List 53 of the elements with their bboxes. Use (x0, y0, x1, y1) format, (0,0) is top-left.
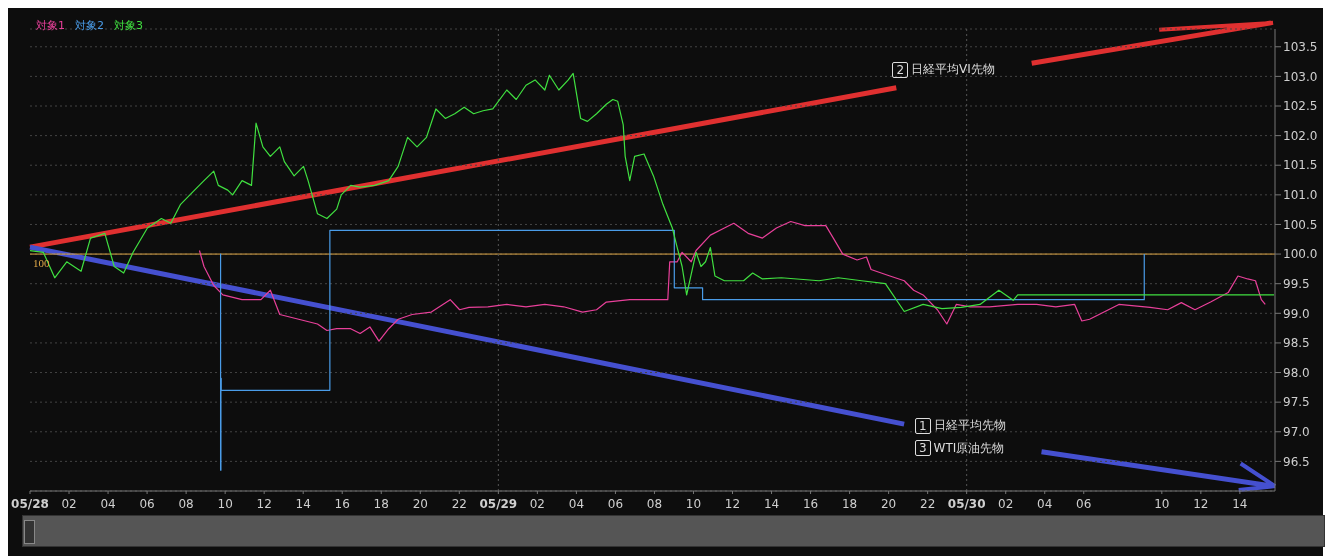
x-tick-label: 22 (920, 497, 936, 511)
x-tick-label: 04 (568, 497, 585, 511)
x-tick-label: 02 (529, 497, 546, 511)
x-tick-label: 16 (334, 497, 350, 511)
x-tick-label: 08 (178, 497, 194, 511)
y-tick-label: 103.0 (1283, 69, 1318, 84)
x-tick-label: 12 (256, 497, 272, 511)
x-tick-label: 20 (412, 497, 428, 511)
x-tick-label: 20 (880, 497, 897, 511)
x-tick-label: 10 (1154, 497, 1170, 511)
x-tick-label: 05/29 (479, 497, 518, 511)
y-tick-label: 97.5 (1283, 395, 1310, 410)
y-tick-label: 102.0 (1283, 128, 1318, 143)
x-tick-label: 02 (998, 497, 1014, 511)
y-tick-label: 98.0 (1283, 365, 1310, 380)
x-tick-label: 12 (1193, 497, 1209, 511)
x-tick-label: 06 (607, 497, 624, 511)
ref-line-label: 100 (33, 256, 50, 269)
annotation: 3 WTI原油先物 (917, 439, 1005, 457)
x-tick-label: 10 (217, 497, 233, 511)
x-tick-label: 08 (646, 497, 663, 511)
x-tick-label: 16 (802, 497, 819, 511)
x-tick-label: 14 (763, 497, 780, 511)
y-tick-label: 98.5 (1283, 336, 1310, 351)
y-tick-label: 99.5 (1283, 276, 1310, 291)
x-tick-label: 12 (724, 497, 741, 511)
x-tick-label: 10 (685, 497, 702, 511)
x-tick-label: 18 (373, 497, 389, 511)
x-tick-label: 14 (295, 497, 311, 511)
x-tick-label: 22 (451, 497, 467, 511)
x-tick-label: 18 (841, 497, 858, 511)
annotation: 1 日経平均先物 (917, 417, 1006, 435)
text: 対象3 (114, 18, 143, 33)
x-tick-label: 04 (100, 497, 116, 511)
x-tick-label: 14 (1232, 497, 1248, 511)
y-tick-label: 96.5 (1283, 454, 1310, 469)
text: 対象2 (75, 18, 104, 33)
y-tick-label: 103.5 (1283, 40, 1318, 55)
x-tick-label: 05/28 (11, 497, 49, 511)
y-tick-label: 100.0 (1283, 247, 1318, 262)
y-tick-label: 102.5 (1283, 99, 1318, 114)
y-tick-label: 101.5 (1283, 158, 1318, 173)
x-tick-label: 02 (61, 497, 77, 511)
annotation: 2 日経平均VI先物 (895, 61, 995, 79)
y-tick-label: 99.0 (1283, 306, 1310, 321)
x-tick-label: 04 (1037, 497, 1053, 511)
y-tick-label: 100.5 (1283, 217, 1318, 232)
x-tick-label: 05/30 (947, 497, 986, 511)
text: 対象1 (36, 18, 65, 33)
x-tick-label: 06 (139, 497, 155, 511)
y-tick-label: 101.0 (1283, 188, 1318, 203)
x-tick-label: 06 (1076, 497, 1092, 511)
y-tick-label: 97.0 (1283, 425, 1310, 440)
